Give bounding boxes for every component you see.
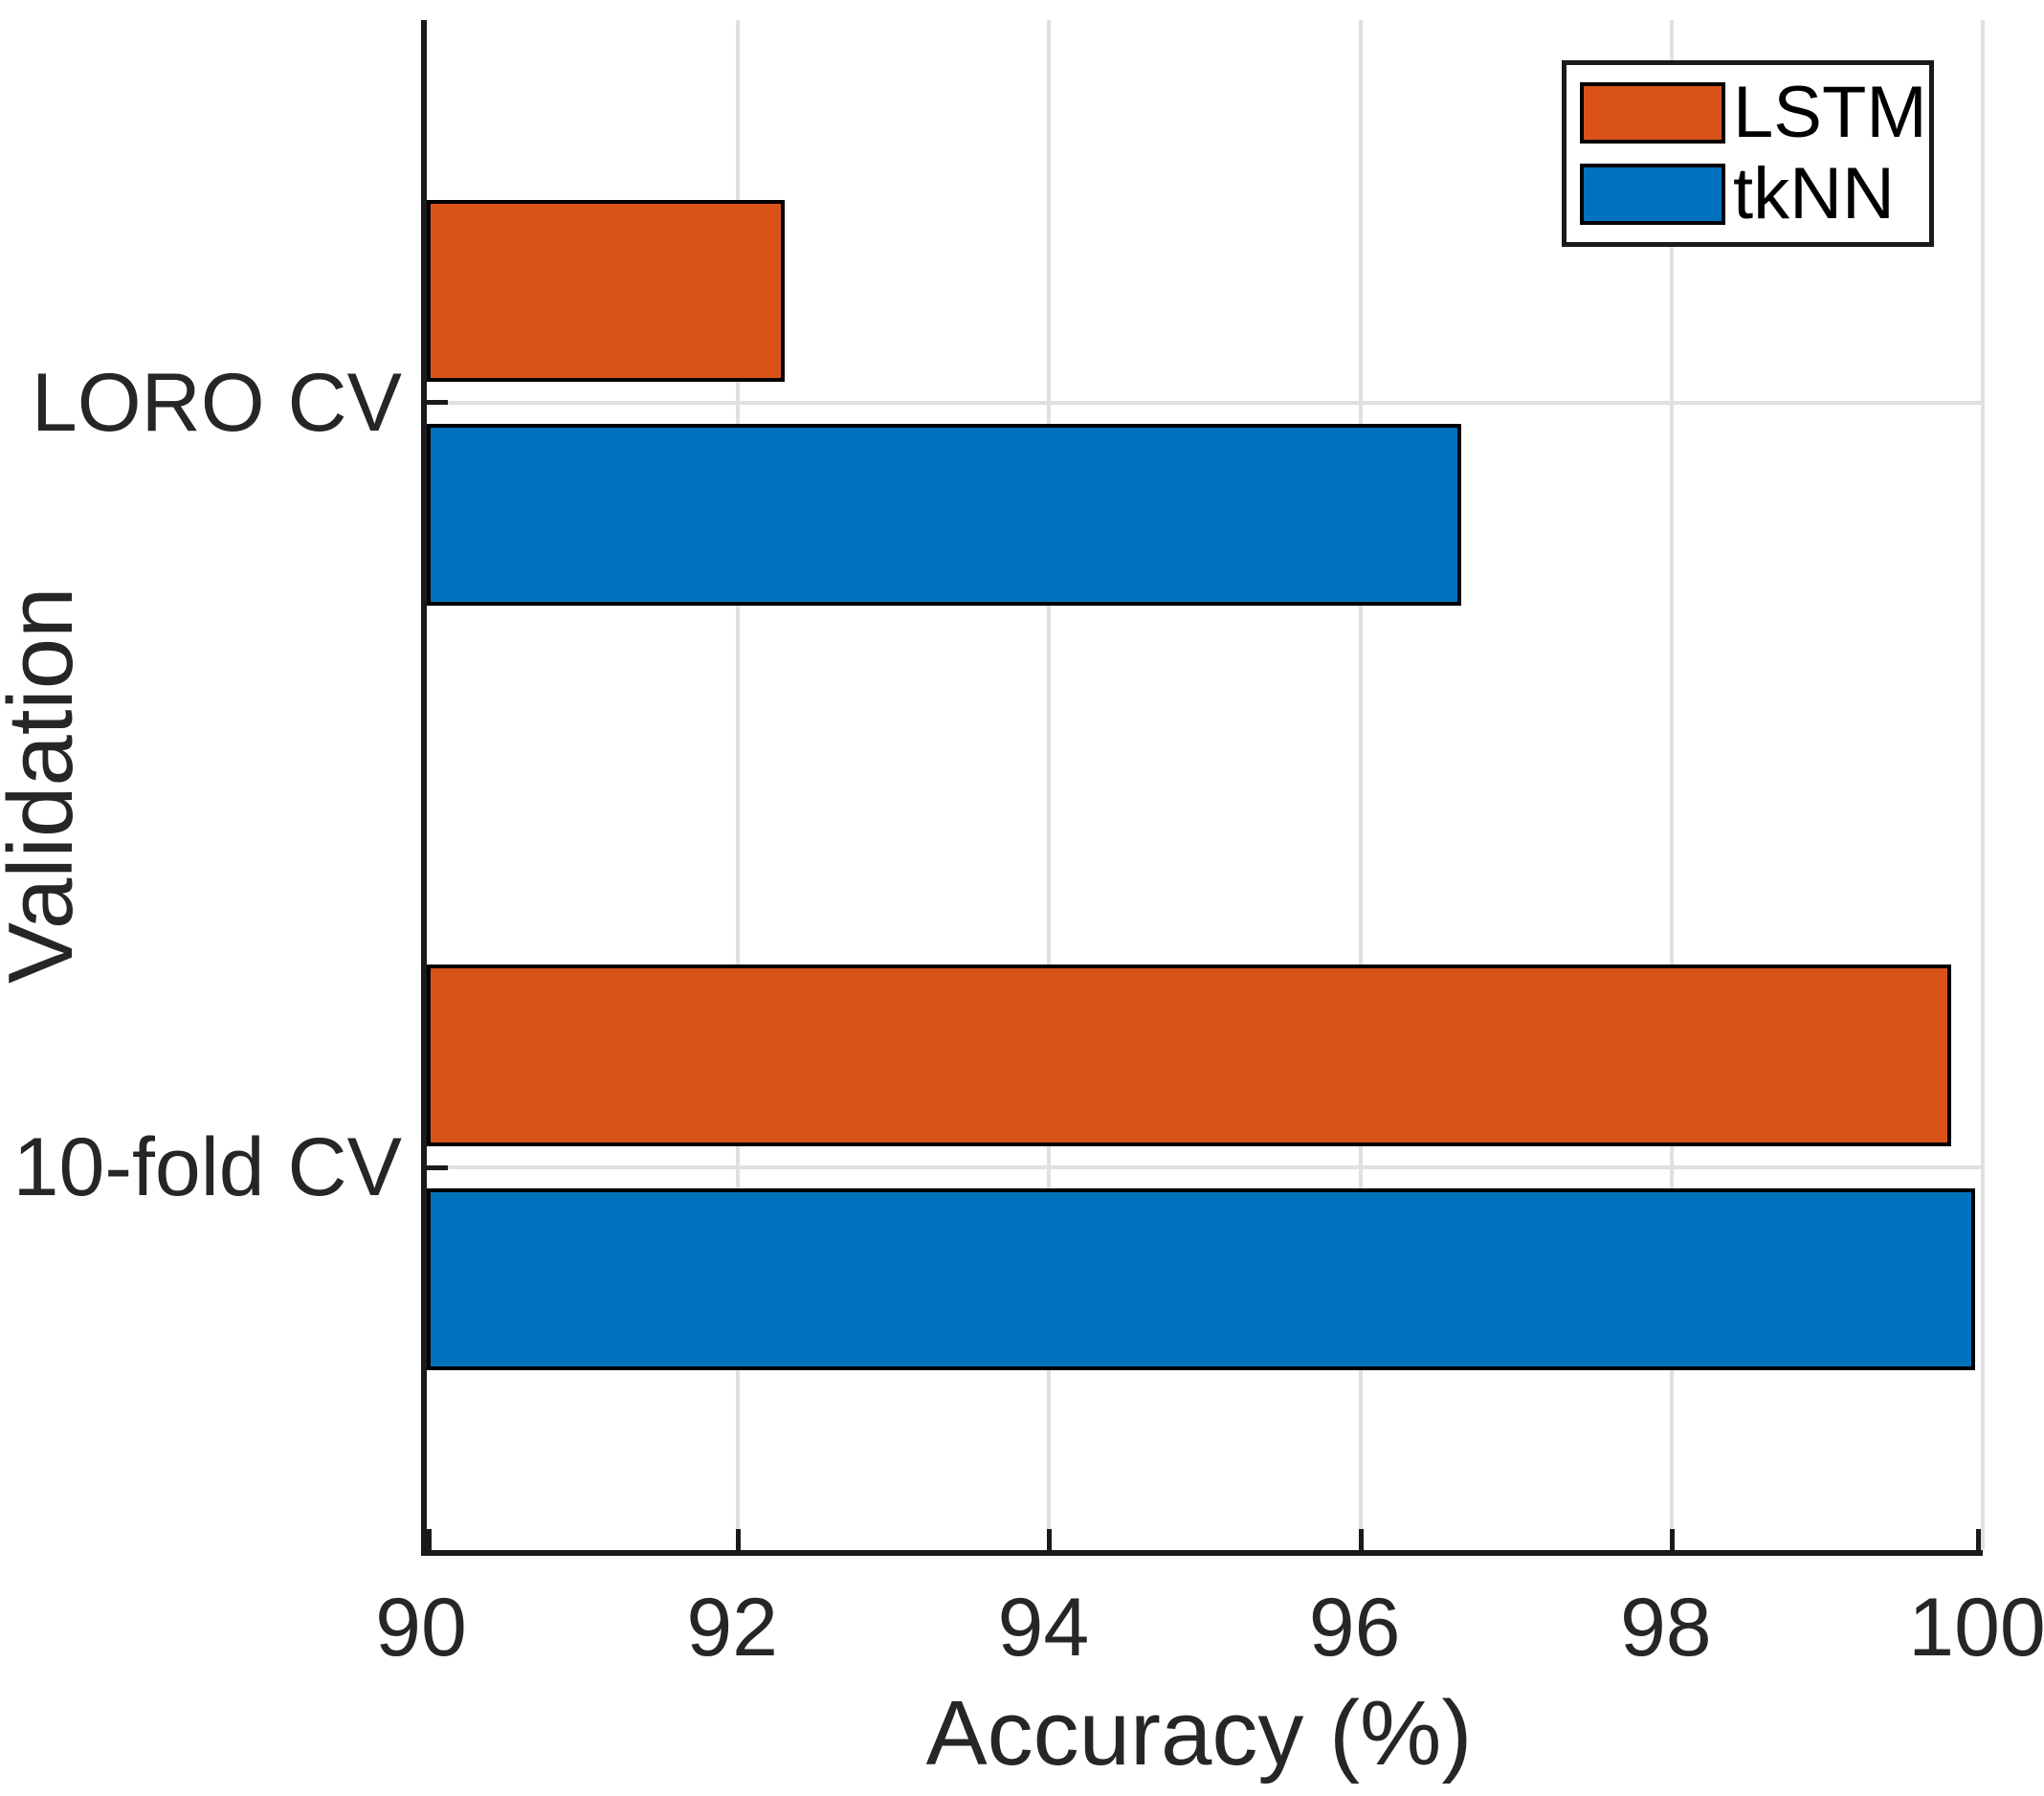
x-tick-label: 94: [997, 1582, 1090, 1674]
x-tick-label: 92: [686, 1582, 779, 1674]
bar-tknn-2: [427, 1188, 1975, 1371]
x-tick-mark: [1047, 1529, 1053, 1550]
legend-swatch-tknn: [1580, 163, 1725, 225]
legend: LSTM tkNN: [1562, 60, 1934, 247]
x-tick-mark: [427, 1529, 432, 1550]
legend-row-lstm: LSTM: [1580, 77, 1929, 149]
y-tick-label: 10-fold CV: [12, 1121, 402, 1214]
x-axis-label: Accuracy (%): [925, 1682, 1473, 1785]
x-tick-mark: [1976, 1529, 1981, 1550]
x-tick-label: 98: [1619, 1582, 1712, 1674]
bar-lstm-2: [427, 965, 1952, 1147]
bar-tknn-1: [427, 423, 1462, 606]
y-tick-mark: [427, 400, 448, 406]
legend-row-tknn: tkNN: [1580, 152, 1929, 234]
y-tick-label: LORO CV: [31, 356, 402, 449]
x-gridline: [1047, 20, 1052, 1550]
x-gridline: [1358, 20, 1363, 1550]
legend-label-lstm: LSTM: [1733, 72, 1927, 154]
x-gridline: [1669, 20, 1674, 1550]
plot-area: [421, 20, 1985, 1556]
x-gridline: [736, 20, 741, 1550]
y-tick-mark: [427, 1164, 448, 1170]
y-gridline: [427, 1165, 1983, 1170]
legend-label-tknn: tkNN: [1733, 152, 1895, 234]
x-tick-label: 96: [1308, 1582, 1401, 1674]
x-tick-mark: [736, 1529, 742, 1550]
y-gridline: [427, 400, 1983, 405]
x-gridline: [1981, 20, 1985, 1550]
legend-swatch-lstm: [1580, 82, 1725, 144]
x-tick-label: 90: [375, 1582, 467, 1674]
bar-lstm-1: [427, 199, 785, 382]
y-axis-label: Validation: [0, 587, 92, 984]
x-tick-mark: [1358, 1529, 1364, 1550]
x-tick-label: 100: [1908, 1582, 2044, 1674]
x-tick-mark: [1669, 1529, 1675, 1550]
